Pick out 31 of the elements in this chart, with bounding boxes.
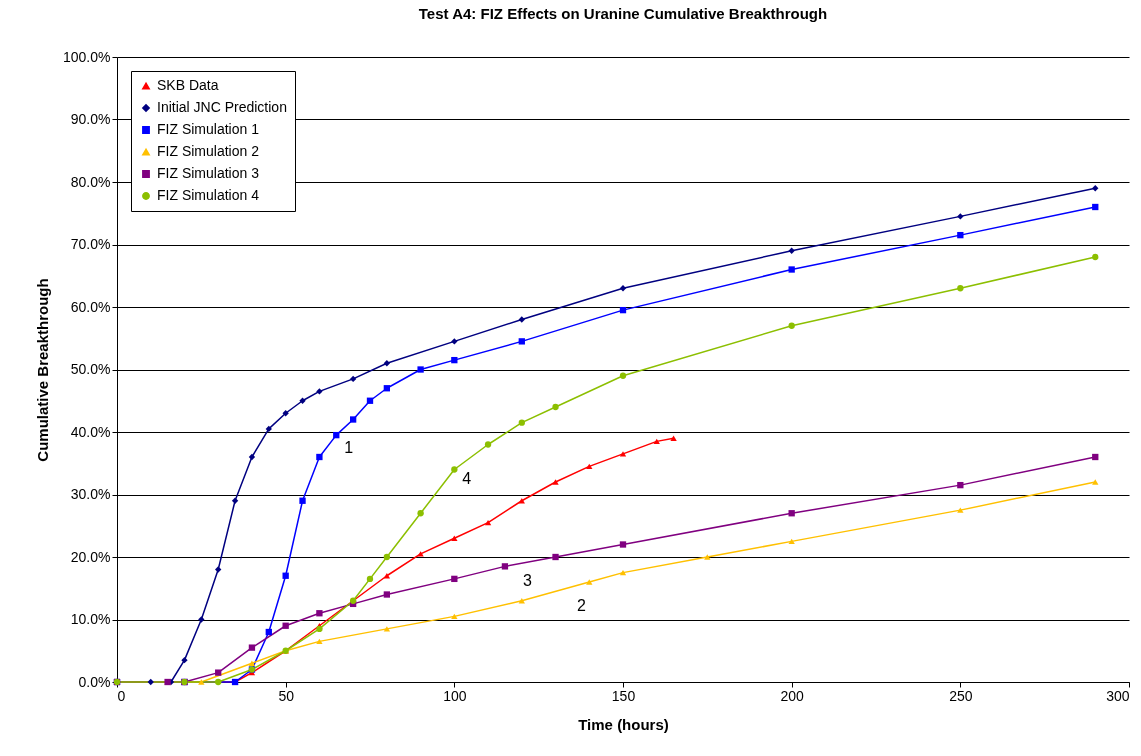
x-axis-title: Time (hours) <box>578 715 669 733</box>
y-tick-label: 0.0% <box>78 673 111 690</box>
x-tick-label: 50 <box>278 687 295 704</box>
legend-label: FIZ Simulation 4 <box>157 187 260 203</box>
legend-label: FIZ Simulation 1 <box>157 121 260 137</box>
y-tick-label: 90.0% <box>70 111 111 127</box>
y-tick-label: 100.0% <box>63 48 111 65</box>
x-tick-label: 150 <box>611 687 636 704</box>
x-tick-label: 0 <box>117 687 126 704</box>
legend-label: FIZ Simulation 3 <box>157 165 260 181</box>
annotation: 4 <box>462 470 472 488</box>
y-tick-label: 70.0% <box>70 236 111 252</box>
y-tick-label: 60.0% <box>70 298 111 315</box>
x-tick-label: 250 <box>949 687 973 704</box>
y-axis-title: Cumulative Breakthrough <box>34 278 52 462</box>
annotation: 1 <box>344 439 354 456</box>
annotation: 2 <box>577 597 587 615</box>
y-tick-label: 80.0% <box>70 173 111 190</box>
x-tick-label: 100 <box>443 687 467 704</box>
y-tick-label: 30.0% <box>70 486 111 502</box>
legend-label: SKB Data <box>157 77 219 93</box>
chart-title: Test A4: FIZ Effects on Uranine Cumulative Breakthrough <box>418 5 828 22</box>
x-tick-label: 200 <box>780 687 805 704</box>
legend-label: FIZ Simulation 2 <box>157 143 260 159</box>
x-tick-label: 300 <box>1106 687 1130 704</box>
y-tick-label: 40.0% <box>70 423 111 440</box>
y-tick-label: 50.0% <box>70 361 111 377</box>
y-tick-label: 10.0% <box>70 611 111 627</box>
y-tick-label: 20.0% <box>70 548 111 565</box>
legend-label: Initial JNC Prediction <box>157 99 287 115</box>
annotation: 3 <box>523 572 533 590</box>
